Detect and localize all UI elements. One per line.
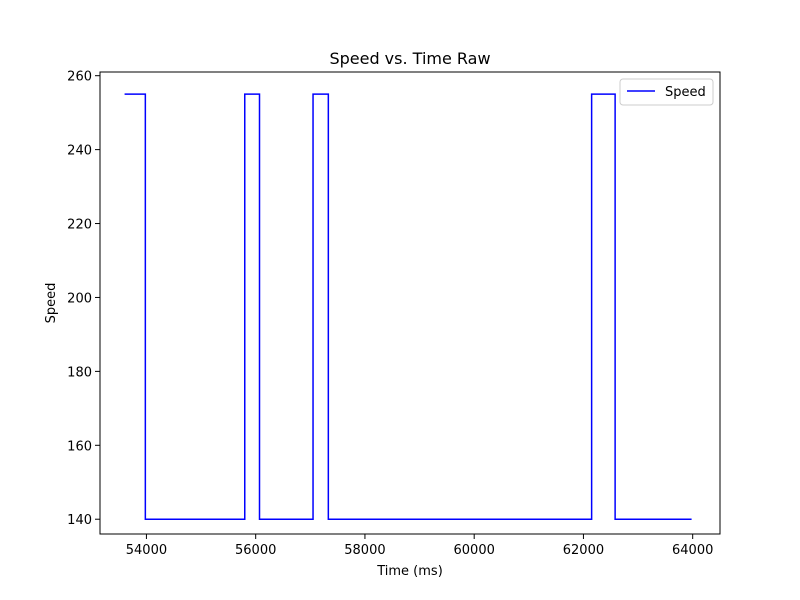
y-tick-label: 240 — [67, 144, 92, 159]
y-tick-label: 160 — [67, 439, 92, 454]
x-axis-label: Time (ms) — [376, 564, 443, 579]
plot-area: 54000 56000 58000 60000 62000 64000 140 160 180… — [67, 70, 721, 558]
x-tick-label: 58000 — [344, 543, 385, 558]
x-axis-ticks: 54000 56000 58000 60000 62000 64000 — [126, 534, 713, 558]
y-tick-label: 220 — [67, 218, 92, 233]
y-tick-label: 200 — [67, 291, 92, 306]
y-tick-label: 180 — [67, 365, 92, 380]
chart-title: Speed vs. Time Raw — [329, 49, 490, 68]
series-line-speed — [124, 93, 692, 520]
legend-label-speed: Speed — [665, 85, 706, 100]
axes-frame — [99, 71, 721, 535]
x-tick-label: 60000 — [454, 543, 495, 558]
legend: Speed — [619, 78, 714, 106]
x-tick-label: 62000 — [563, 543, 604, 558]
x-tick-label: 64000 — [672, 543, 713, 558]
x-tick-label: 56000 — [235, 543, 276, 558]
y-axis-ticks: 140 160 180 200 220 240 260 — [67, 70, 100, 528]
y-axis-label: Speed — [44, 283, 59, 324]
legend-box — [619, 78, 714, 106]
y-tick-label: 140 — [67, 513, 92, 528]
x-tick-label: 54000 — [126, 543, 167, 558]
y-tick-label: 260 — [67, 70, 92, 85]
